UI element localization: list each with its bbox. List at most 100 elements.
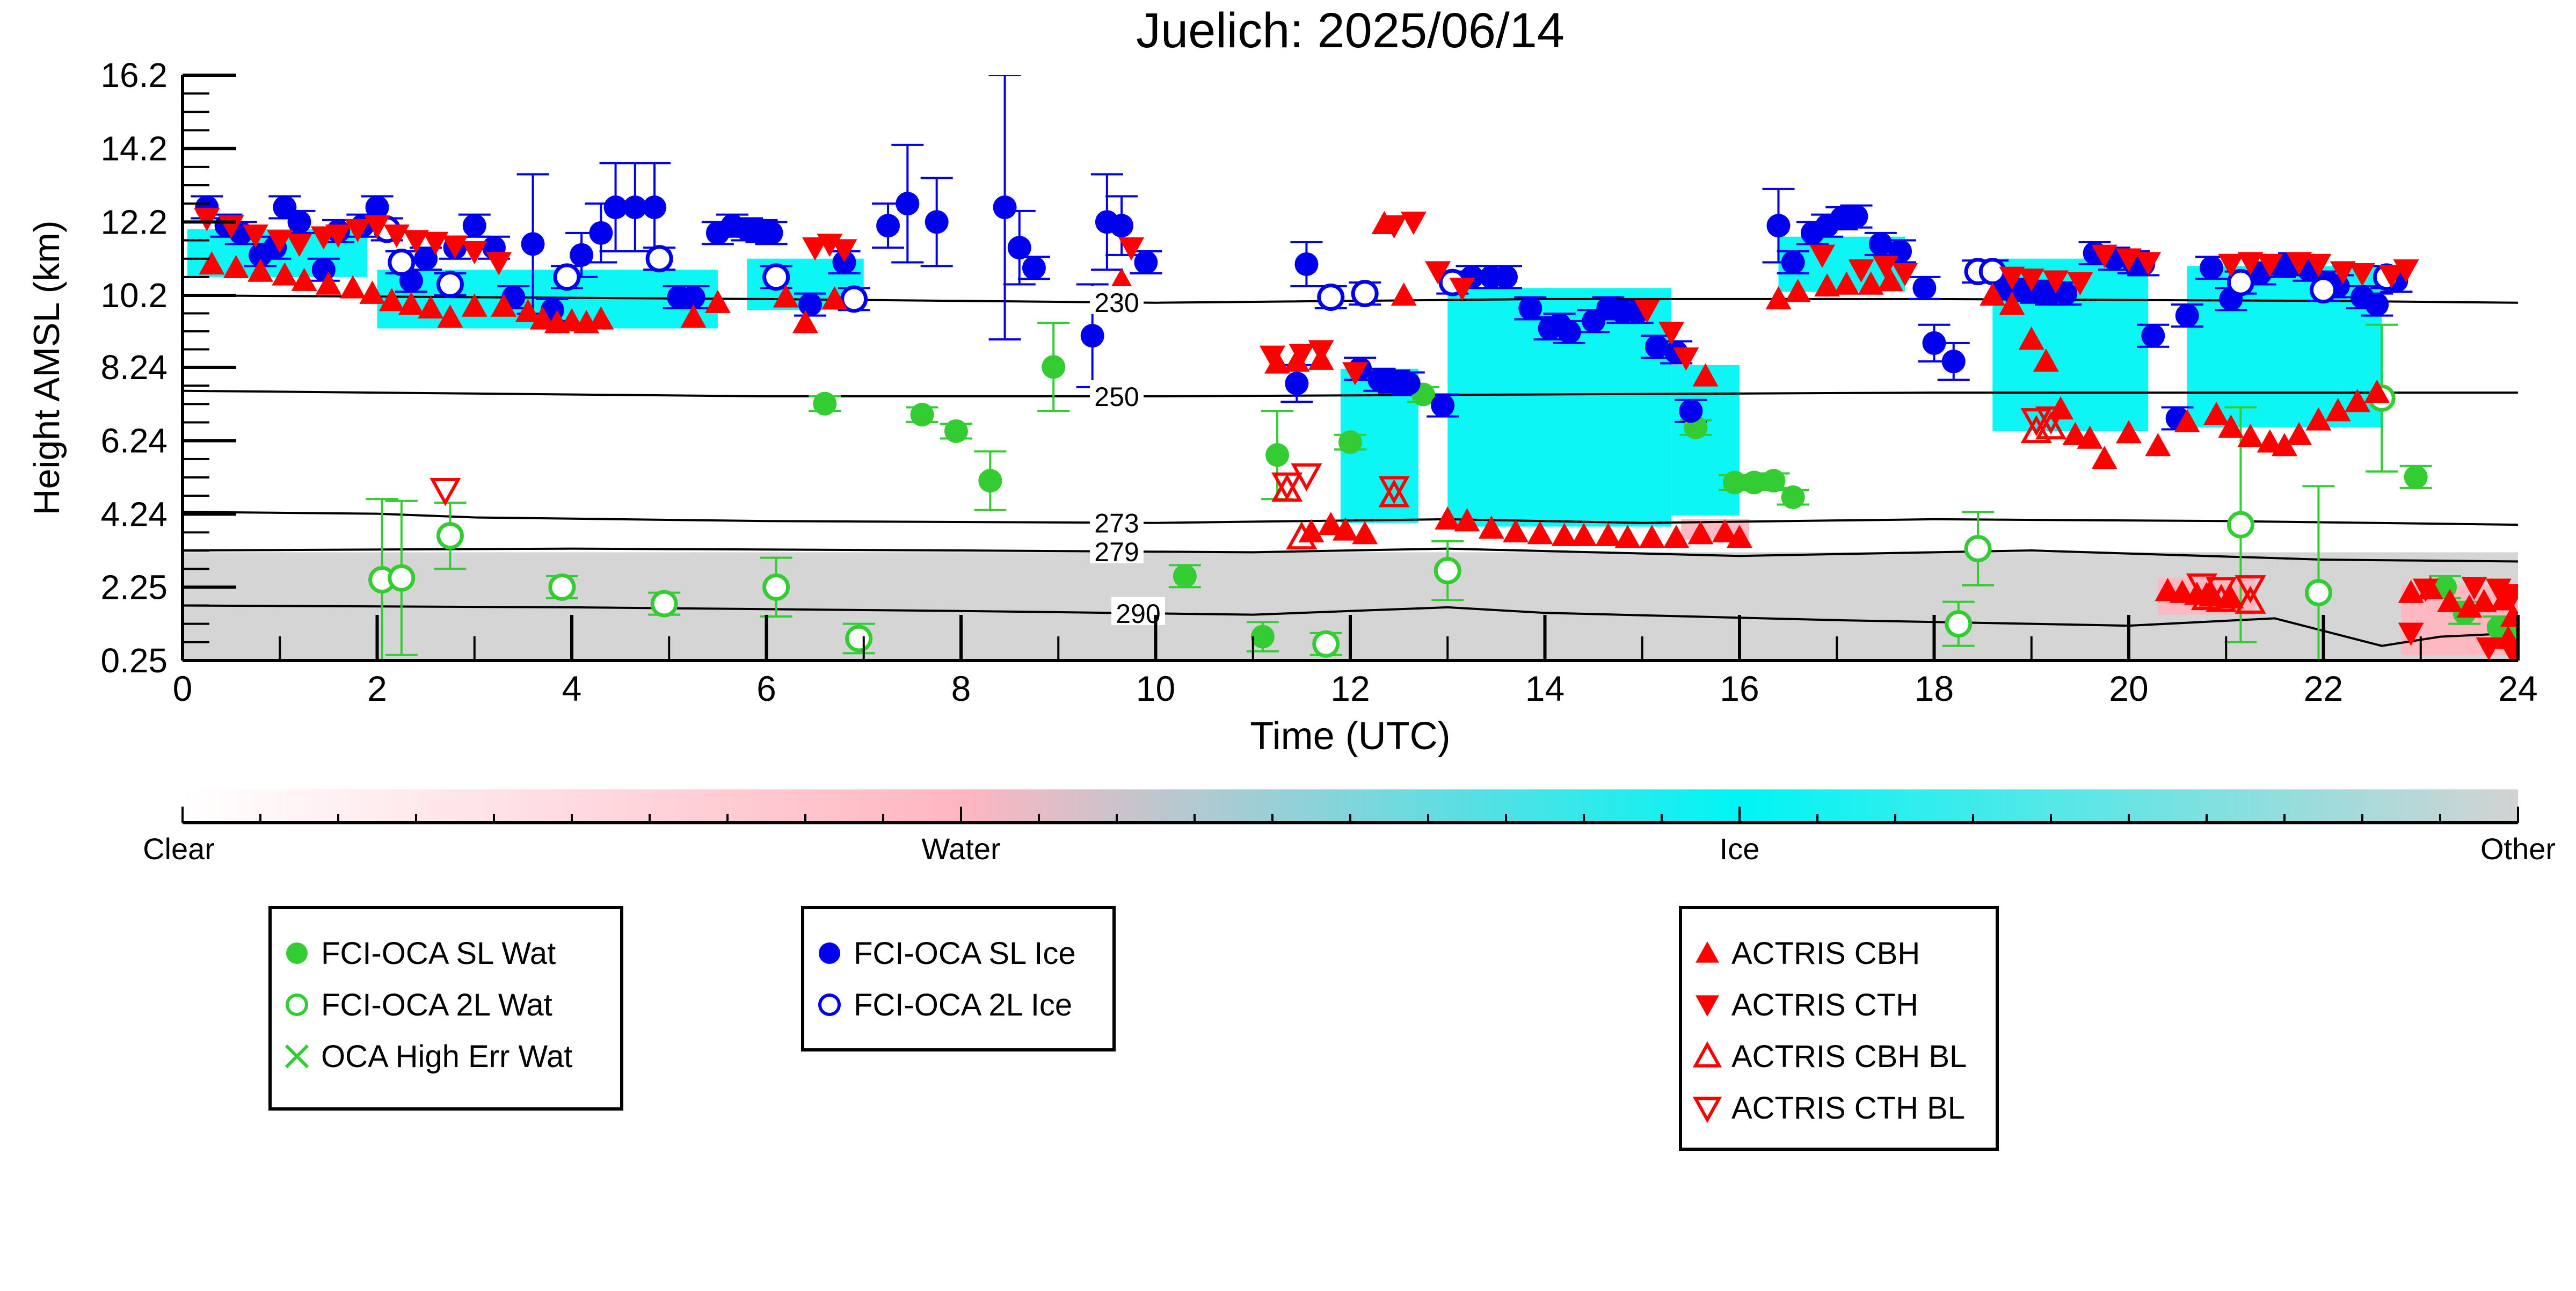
point-fci-oca-2l-ice <box>645 245 673 273</box>
point-actris-cth-bl <box>2020 408 2052 437</box>
point-actris-cbh <box>223 255 249 278</box>
point-actris-cbh <box>1614 525 1641 548</box>
point-actris-cth <box>403 230 429 253</box>
point-fci-oca-2l-ice <box>1351 280 1379 308</box>
point-actris-cbh <box>1109 267 1135 291</box>
isotherm-label-273: 273 <box>1094 508 1139 538</box>
point-fci-oca-sl-wat <box>1781 485 1805 509</box>
point-actris-cbh <box>2471 589 2497 612</box>
chart-title: Juelich: 2025/06/14 <box>1136 3 1564 58</box>
y-tick-label: 2.25 <box>100 568 168 606</box>
x-tick-label: 2 <box>367 669 387 708</box>
point-actris-cth <box>442 235 468 259</box>
point-fci-oca-sl-ice <box>1844 205 1868 229</box>
point-actris-cbh <box>315 271 341 295</box>
cloud-region-ice <box>2187 266 2382 428</box>
legend-marker-tri-up-filled <box>1695 941 1719 963</box>
legend-marker-tri-down-open <box>1692 1097 1722 1123</box>
point-fci-oca-2l-wat <box>1433 557 1461 585</box>
point-fci-oca-2l-wat <box>1964 535 1992 563</box>
point-fci-oca-sl-ice <box>570 243 594 267</box>
x-tick-label: 6 <box>756 669 776 708</box>
isotherm-label-bg <box>1090 286 1144 315</box>
point-actris-cth <box>1449 278 1475 301</box>
data-markers <box>194 192 2518 661</box>
point-fci-oca-sl-ice <box>589 221 613 245</box>
point-actris-cbh <box>1454 508 1480 532</box>
legend-label: FCI-OCA 2L Ice <box>854 988 1072 1022</box>
point-fci-oca-sl-ice <box>1110 214 1134 238</box>
point-actris-cth <box>345 219 371 243</box>
point-actris-cbh <box>1571 523 1597 546</box>
point-actris-cbh <box>2062 422 2089 445</box>
point-fci-oca-2l-ice <box>840 285 868 313</box>
point-actris-cbh <box>1318 512 1344 535</box>
isotherm-250 <box>183 389 2518 397</box>
point-actris-cth <box>2412 578 2439 602</box>
point-fci-oca-sl-ice <box>1396 372 1421 396</box>
point-actris-cbh <box>2203 402 2230 425</box>
point-fci-oca-sl-ice <box>1557 320 1581 344</box>
point-actris-cbh <box>1663 525 1690 548</box>
point-fci-oca-sl-wat <box>2404 465 2428 489</box>
legend-marker-circle-filled <box>819 942 840 964</box>
point-actris-cbh <box>2325 398 2351 422</box>
point-fci-oca-sl-wat <box>1265 443 1290 467</box>
point-fci-oca-2l-wat <box>1945 610 1973 638</box>
point-actris-cbh <box>1352 521 1378 545</box>
point-actris-cbh <box>398 292 424 315</box>
point-actris-cth <box>2378 265 2405 288</box>
point-actris-cbh <box>1692 363 1719 387</box>
point-actris-cbh <box>1284 349 1310 372</box>
point-actris-cth <box>2286 252 2312 275</box>
y-tick-label: 8.24 <box>100 348 168 387</box>
point-actris-cth <box>1673 347 1699 371</box>
point-actris-cbh <box>2237 424 2264 447</box>
point-actris-cth <box>2116 248 2142 272</box>
isotherm-273 <box>183 511 2518 526</box>
point-actris-cth <box>802 237 828 261</box>
point-actris-cbh <box>515 299 541 322</box>
point-actris-cbh <box>1595 523 1621 546</box>
point-fci-oca-sl-ice <box>1644 335 1669 359</box>
point-fci-oca-sl-ice <box>1134 250 1158 274</box>
point-fci-oca-sl-wat <box>1042 355 1066 379</box>
point-fci-oca-sl-ice <box>1518 296 1542 320</box>
point-fci-oca-sl-ice <box>2141 324 2165 348</box>
point-actris-cbh <box>1999 292 2025 315</box>
y-tick-label: 16.2 <box>100 56 168 95</box>
point-actris-cbh <box>1980 282 2006 306</box>
point-fci-oca-sl-ice <box>1431 394 1455 418</box>
x-tick-label: 4 <box>562 669 582 708</box>
point-actris-cth <box>2237 252 2264 275</box>
point-actris-cth <box>2500 584 2518 607</box>
x-tick-label: 22 <box>2304 669 2343 708</box>
point-actris-cbh <box>704 289 731 313</box>
point-actris-cth <box>267 230 293 253</box>
point-actris-cbh-bl <box>2235 585 2266 614</box>
point-fci-oca-sl-ice <box>521 232 545 256</box>
colorbar-label-water: Water <box>921 832 1000 866</box>
point-fci-oca-2l-ice <box>388 249 416 277</box>
point-actris-cth <box>2476 637 2502 661</box>
point-actris-cth <box>1400 212 1427 235</box>
point-actris-cbh <box>2116 420 2142 444</box>
point-actris-cbh <box>1264 350 1291 374</box>
phase-colorbar: Clear Water Ice Other <box>143 789 2556 866</box>
point-actris-cbh <box>1814 273 1840 297</box>
legend-marker-tri-up-open <box>1692 1041 1722 1068</box>
point-fci-oca-sl-ice <box>798 293 823 317</box>
point-actris-cbh <box>1858 271 1884 295</box>
point-fci-oca-sl-wat <box>1173 564 1197 588</box>
point-fci-oca-sl-wat <box>1722 470 1747 495</box>
y-tick-label: 14.2 <box>100 129 168 168</box>
point-actris-cth <box>423 231 449 255</box>
point-actris-cth <box>2398 622 2424 646</box>
point-actris-cth-bl <box>2035 406 2067 435</box>
point-actris-cth <box>194 208 220 231</box>
point-actris-cth <box>2349 263 2375 287</box>
legend-box <box>1679 906 1999 1151</box>
